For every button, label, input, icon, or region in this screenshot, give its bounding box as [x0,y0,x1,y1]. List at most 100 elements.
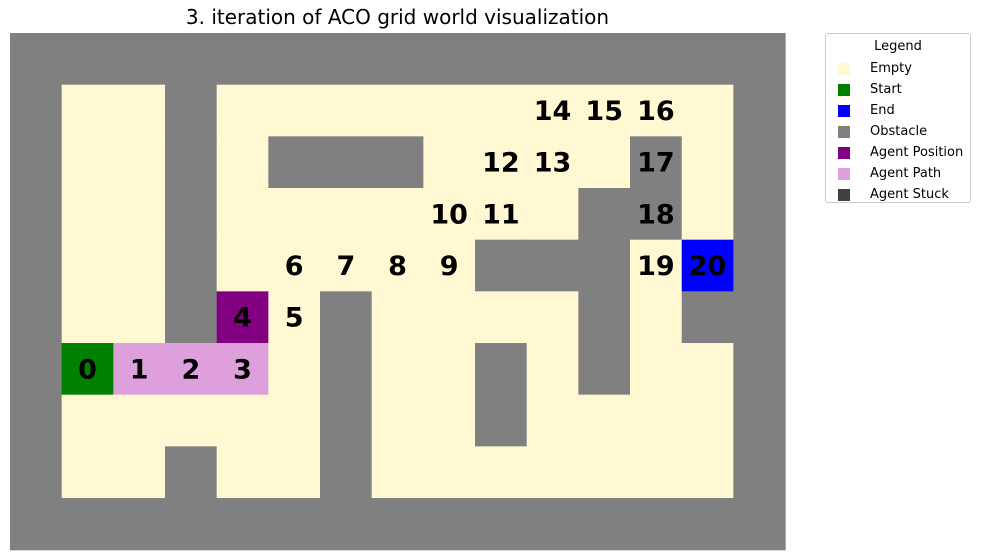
cell-empty [475,188,528,241]
cell-empty [371,343,424,396]
cell-obstacle [10,343,63,396]
cell-obstacle [578,343,631,396]
cell-empty [630,343,683,396]
cell-empty [216,188,269,241]
cell-empty [423,188,476,241]
cell-empty [526,291,579,344]
cell-obstacle [733,239,786,292]
cell-empty [216,84,269,137]
step-label: 3 [233,354,252,385]
cell-obstacle [526,239,579,292]
step-label: 7 [336,251,355,282]
cell-empty [216,446,269,499]
cell-obstacle [733,291,786,344]
cell-empty [423,136,476,189]
cell-obstacle [165,84,218,137]
legend-label: Agent Position [870,145,964,160]
cell-empty [61,394,114,447]
cell-empty [371,394,424,447]
step-label: 17 [637,148,675,179]
cell-empty [371,291,424,344]
cell-empty [681,343,734,396]
cell-obstacle [320,498,373,551]
cell-obstacle [165,446,218,499]
legend-swatch [838,146,850,159]
step-label: 6 [285,251,304,282]
cell-empty [681,446,734,499]
cell-obstacle [165,239,218,292]
cell-obstacle [630,188,683,241]
cell-empty [475,84,528,137]
cell-obstacle [681,33,734,86]
cell-empty [475,136,528,189]
cell-obstacle [371,136,424,189]
cell-obstacle [268,136,321,189]
cell-empty [320,188,373,241]
cell-empty [681,394,734,447]
cell-obstacle [681,291,734,344]
cell-empty [371,446,424,499]
cell-obstacle [165,291,218,344]
cell-obstacle [475,33,528,86]
cell-empty [268,84,321,137]
cell-obstacle [10,136,63,189]
legend-label: Start [870,82,902,97]
legend-swatch [838,188,850,201]
legend-entry-agent-stuck: Agent Stuck [838,184,949,205]
cell-obstacle [578,498,631,551]
cell-obstacle [681,498,734,551]
legend-label: Agent Stuck [870,187,949,202]
legend-entry-empty: Empty [838,58,912,79]
cell-empty [268,343,321,396]
cell-empty [526,188,579,241]
cell-obstacle [216,498,269,551]
cell-empty [165,394,218,447]
cell-empty [61,446,114,499]
cell-empty [113,84,166,137]
cell-end [681,239,734,292]
cell-empty [630,291,683,344]
cell-empty [371,188,424,241]
cell-empty [578,394,631,447]
cell-empty [268,291,321,344]
cell-obstacle [733,343,786,396]
cell-obstacle [113,33,166,86]
cell-obstacle [475,498,528,551]
cell-obstacle [578,239,631,292]
cell-obstacle [475,343,528,396]
cell-obstacle [733,188,786,241]
cell-obstacle [268,498,321,551]
cell-obstacle [475,394,528,447]
cell-obstacle [165,136,218,189]
cell-agent-position [216,291,269,344]
cell-empty [216,136,269,189]
cell-obstacle [630,33,683,86]
cell-empty [113,239,166,292]
cell-empty [630,394,683,447]
legend-label: Empty [870,61,912,76]
legend-title: Legend [874,39,922,54]
step-label: 11 [482,199,520,230]
cell-obstacle [733,33,786,86]
cell-empty [526,343,579,396]
cell-empty [578,84,631,137]
cell-obstacle [320,394,373,447]
step-label: 18 [637,199,675,230]
legend-swatch [838,104,850,117]
legend-entry-agent-position: Agent Position [838,142,963,163]
cell-empty [423,394,476,447]
cell-empty [113,291,166,344]
cell-obstacle [10,33,63,86]
cell-empty [371,84,424,137]
cell-obstacle [10,291,63,344]
step-label: 19 [637,251,675,282]
cell-obstacle [630,136,683,189]
cell-agent-path [165,343,218,396]
cell-empty [423,291,476,344]
cell-empty [630,84,683,137]
cell-obstacle [10,84,63,137]
step-label: 13 [534,148,572,179]
cell-empty [113,446,166,499]
